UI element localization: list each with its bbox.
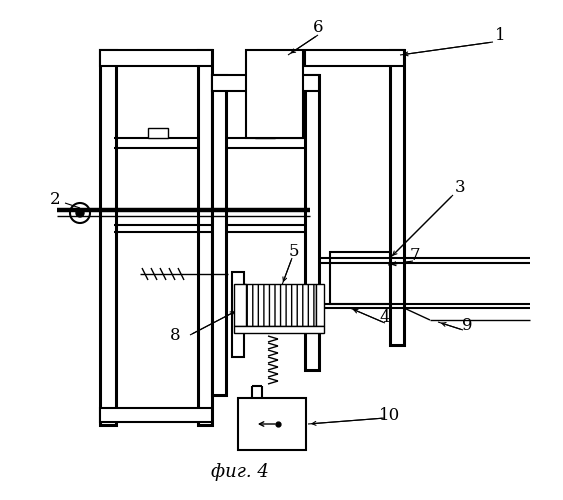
Bar bbox=[234, 326, 324, 333]
Bar bbox=[234, 284, 246, 326]
Bar bbox=[248, 65, 268, 75]
Bar bbox=[305, 50, 404, 66]
Bar bbox=[212, 75, 319, 91]
Bar bbox=[255, 128, 275, 138]
Text: 2: 2 bbox=[50, 192, 60, 208]
Bar bbox=[198, 50, 212, 425]
Text: 7: 7 bbox=[410, 246, 421, 264]
Text: 4: 4 bbox=[379, 310, 390, 326]
Bar bbox=[330, 252, 390, 304]
Text: 6: 6 bbox=[313, 20, 323, 36]
Bar bbox=[148, 128, 168, 138]
Text: 9: 9 bbox=[462, 318, 472, 334]
Text: 10: 10 bbox=[379, 406, 401, 424]
Text: фиг. 4: фиг. 4 bbox=[211, 463, 269, 481]
Text: 8: 8 bbox=[169, 326, 180, 344]
Text: 5: 5 bbox=[289, 244, 300, 260]
Bar bbox=[305, 75, 319, 370]
Bar bbox=[246, 50, 303, 138]
Bar bbox=[100, 50, 212, 66]
Bar bbox=[212, 75, 226, 395]
Bar bbox=[390, 50, 404, 345]
Bar bbox=[316, 284, 324, 326]
Text: 3: 3 bbox=[455, 180, 465, 196]
Text: 1: 1 bbox=[495, 26, 506, 44]
Bar bbox=[100, 50, 116, 425]
Bar bbox=[232, 272, 244, 357]
Bar bbox=[100, 408, 212, 422]
Bar bbox=[244, 284, 316, 326]
Bar bbox=[238, 398, 306, 450]
Circle shape bbox=[76, 209, 84, 217]
